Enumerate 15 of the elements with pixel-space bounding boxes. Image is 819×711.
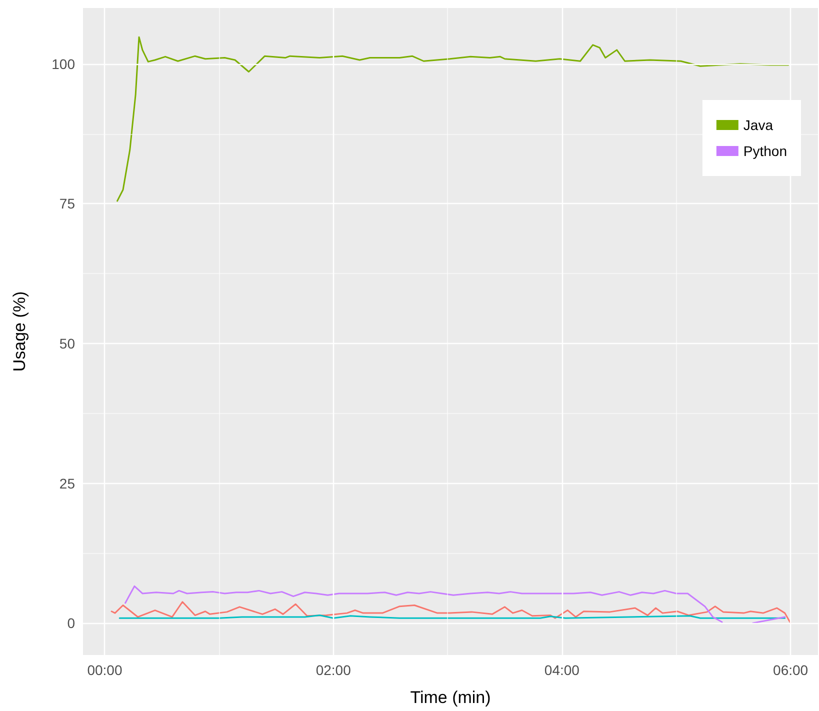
y-tick-label: 0: [67, 615, 76, 632]
legend-label: Java: [743, 117, 774, 133]
y-tick-label: 75: [59, 196, 76, 212]
line-series: [110, 601, 792, 624]
x-tick-label: 02:00: [316, 662, 352, 678]
legend-label: Python: [743, 143, 788, 159]
line-series: [116, 36, 790, 202]
x-tick-label: 04:00: [544, 662, 580, 678]
y-tick-label: 50: [59, 336, 76, 352]
y-axis-title: Usage (%): [10, 291, 29, 372]
x-tick-label: 00:00: [87, 662, 122, 678]
y-tick-label: 100: [52, 56, 76, 72]
x-tick-label: 06:00: [773, 662, 808, 678]
y-tick-label: 25: [59, 475, 76, 492]
x-axis-title: Time (min): [410, 688, 491, 707]
